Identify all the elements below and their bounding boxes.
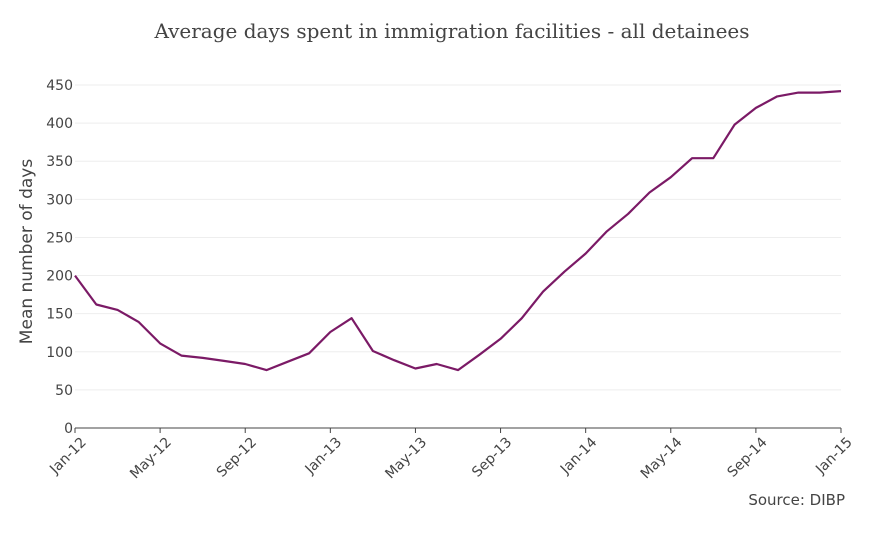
x-tick-label: Sep-13 — [469, 434, 515, 480]
series-layer — [74, 90, 842, 372]
y-axis-title: Mean number of days — [17, 159, 37, 345]
x-tick-label: Sep-14 — [724, 434, 770, 480]
x-tick-label: Jan-12 — [46, 434, 89, 477]
y-tick-label: 450 — [46, 78, 73, 94]
chart-title: Average days spent in immigration facili… — [153, 19, 749, 43]
x-tick-label: Jan-14 — [557, 434, 601, 478]
y-tick-label: 400 — [46, 116, 73, 132]
x-tick-label: Jan-13 — [302, 434, 345, 477]
y-tick-label: 50 — [55, 383, 73, 399]
y-tick-label: 0 — [64, 421, 73, 437]
y-tick-label: 100 — [46, 345, 73, 361]
series-line — [74, 90, 842, 372]
x-tick-label: Sep-12 — [214, 434, 260, 480]
x-tick-label: May-12 — [127, 434, 175, 482]
y-tick-label: 300 — [46, 192, 73, 208]
x-axis-ticks: Jan-12 May-12 Sep-12 Jan-13 May-13 Sep-13 Jan-… — [46, 428, 856, 482]
y-tick-label: 250 — [46, 230, 73, 246]
x-tick-label: Jan-15 — [812, 434, 855, 477]
y-tick-label: 200 — [46, 269, 73, 285]
x-tick-label: May-13 — [382, 434, 430, 482]
y-tick-label: 150 — [46, 307, 73, 323]
source-note: Source: DIBP — [748, 491, 845, 509]
gridlines — [75, 84, 841, 391]
y-axis-ticks: 0 50 100 150 200 250 300 350 400 450 — [46, 78, 73, 437]
x-tick-label: May-14 — [638, 434, 686, 482]
y-tick-label: 350 — [46, 154, 73, 170]
